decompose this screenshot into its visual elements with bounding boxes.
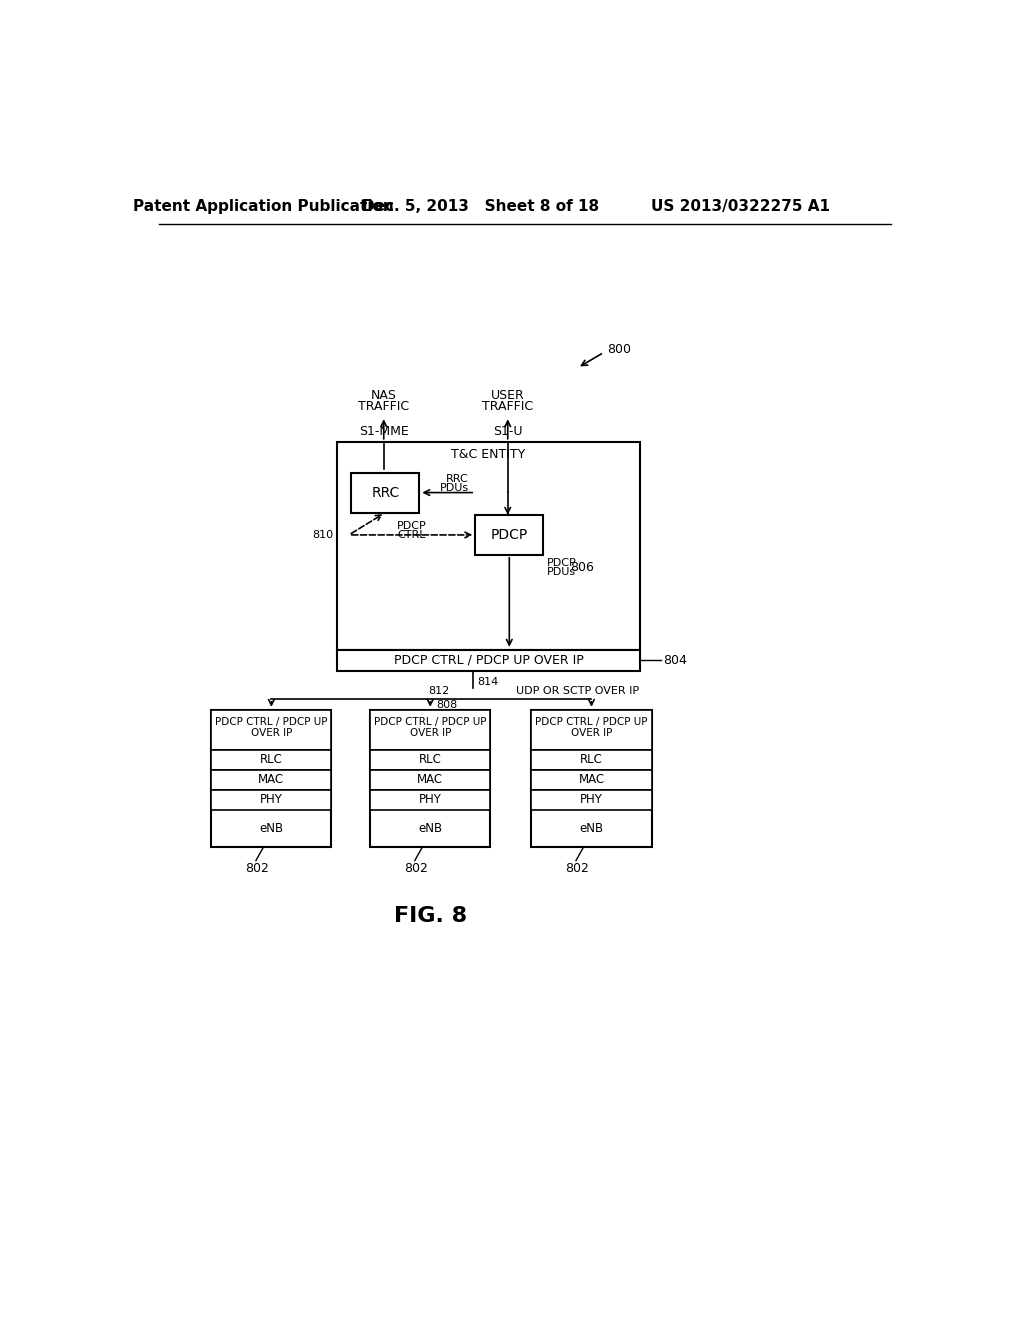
Text: FIG. 8: FIG. 8 <box>393 906 467 927</box>
Text: RLC: RLC <box>260 754 283 767</box>
Text: OVER IP: OVER IP <box>570 727 612 738</box>
Bar <box>211 789 332 810</box>
Text: PDCP: PDCP <box>547 557 578 568</box>
Text: RLC: RLC <box>580 754 603 767</box>
Bar <box>351 473 420 512</box>
Bar <box>371 750 490 770</box>
Text: PDUs: PDUs <box>547 566 577 577</box>
Text: USER: USER <box>490 389 524 403</box>
Bar <box>531 750 651 770</box>
Text: PDUs: PDUs <box>440 483 469 492</box>
Text: eNB: eNB <box>418 822 442 834</box>
Bar <box>211 770 332 789</box>
Text: PDCP: PDCP <box>490 528 528 543</box>
Text: eNB: eNB <box>259 822 284 834</box>
Text: RRC: RRC <box>446 474 469 483</box>
Bar <box>531 770 651 789</box>
Text: 810: 810 <box>312 529 334 540</box>
Text: 812: 812 <box>428 686 450 696</box>
Text: 802: 802 <box>565 862 590 875</box>
Bar <box>211 710 332 847</box>
Text: PDCP CTRL / PDCP UP: PDCP CTRL / PDCP UP <box>374 717 486 727</box>
Text: eNB: eNB <box>580 822 603 834</box>
Text: TRAFFIC: TRAFFIC <box>482 400 534 413</box>
Text: PHY: PHY <box>260 793 283 807</box>
Text: Patent Application Publication: Patent Application Publication <box>133 198 394 214</box>
Text: PDCP CTRL / PDCP UP: PDCP CTRL / PDCP UP <box>536 717 648 727</box>
Text: OVER IP: OVER IP <box>251 727 292 738</box>
Text: Dec. 5, 2013   Sheet 8 of 18: Dec. 5, 2013 Sheet 8 of 18 <box>362 198 599 214</box>
Bar <box>371 770 490 789</box>
Bar <box>531 710 651 750</box>
Text: OVER IP: OVER IP <box>410 727 451 738</box>
Text: 802: 802 <box>404 862 428 875</box>
Text: 814: 814 <box>477 677 498 686</box>
Text: 802: 802 <box>246 862 269 875</box>
Text: T&C ENTITY: T&C ENTITY <box>452 447 525 461</box>
Text: 800: 800 <box>607 343 631 356</box>
Bar <box>371 789 490 810</box>
Text: PDCP: PDCP <box>397 520 427 531</box>
Bar <box>211 750 332 770</box>
Text: PDCP CTRL / PDCP UP: PDCP CTRL / PDCP UP <box>215 717 328 727</box>
Bar <box>211 710 332 750</box>
Text: CTRL: CTRL <box>397 529 426 540</box>
Text: 808: 808 <box>436 700 458 710</box>
Bar <box>371 710 490 750</box>
Text: US 2013/0322275 A1: US 2013/0322275 A1 <box>650 198 829 214</box>
Text: MAC: MAC <box>579 774 604 787</box>
Text: S1-MME: S1-MME <box>358 425 409 438</box>
Bar <box>531 710 651 847</box>
Text: RRC: RRC <box>371 486 399 499</box>
Text: PHY: PHY <box>419 793 441 807</box>
Text: PDCP CTRL / PDCP UP OVER IP: PDCP CTRL / PDCP UP OVER IP <box>393 653 584 667</box>
Bar <box>337 649 640 671</box>
Bar <box>337 442 640 649</box>
Text: S1-U: S1-U <box>493 425 522 438</box>
Text: RLC: RLC <box>419 754 441 767</box>
Text: UDP OR SCTP OVER IP: UDP OR SCTP OVER IP <box>515 686 639 696</box>
Bar <box>475 515 544 554</box>
Bar <box>371 710 490 847</box>
Text: MAC: MAC <box>417 774 443 787</box>
Text: MAC: MAC <box>258 774 285 787</box>
Text: NAS: NAS <box>371 389 396 403</box>
Bar <box>531 789 651 810</box>
Text: TRAFFIC: TRAFFIC <box>358 400 410 413</box>
Text: 804: 804 <box>663 653 687 667</box>
Text: 806: 806 <box>570 561 594 574</box>
Text: PHY: PHY <box>580 793 603 807</box>
